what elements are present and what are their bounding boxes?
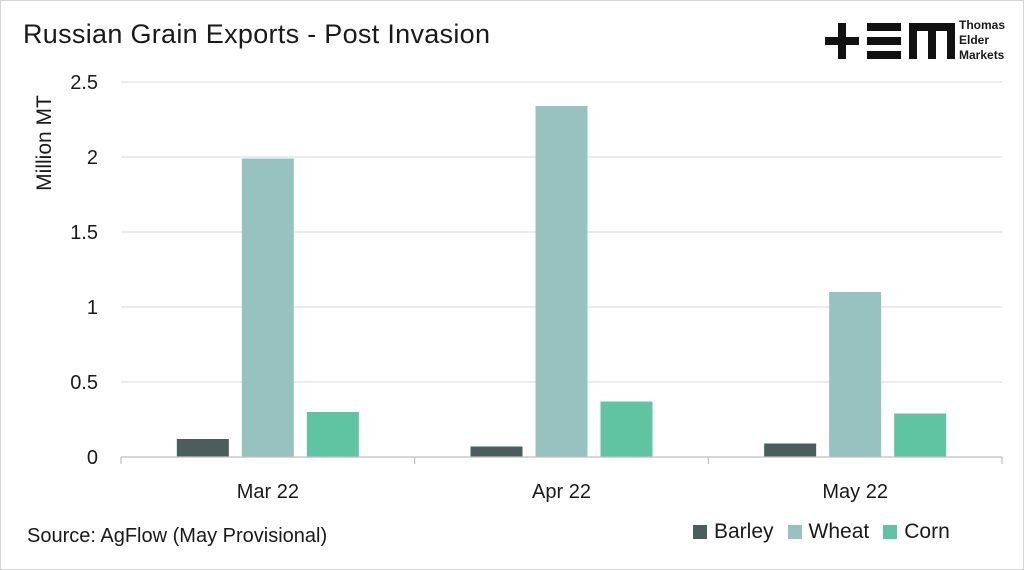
bar-corn (894, 413, 947, 457)
legend-swatch-wheat (787, 525, 802, 539)
logo-line: Elder (959, 33, 990, 47)
legend-label-corn: Corn (904, 520, 950, 543)
legend: Barley Wheat Corn (693, 520, 964, 544)
y-tick-label: 1 (87, 297, 98, 319)
bar-corn (306, 412, 359, 457)
bar-chart: 0 0.5 1 1.5 2 2.5 Mar 22 Apr 22 May 22 Million … (33, 72, 1003, 503)
bar-wheat (535, 106, 588, 457)
logo-line: Thomas (959, 18, 1006, 32)
legend-swatch-corn (883, 525, 898, 539)
y-tick-labels: 0 0.5 1 1.5 2 2.5 (70, 72, 98, 469)
legend-item-wheat: Wheat (787, 520, 870, 544)
legend-item-barley: Barley (693, 520, 774, 544)
y-tick-label: 2.5 (70, 72, 98, 94)
bar-wheat (241, 158, 294, 457)
source-note: Source: AgFlow (May Provisional) (27, 525, 328, 547)
x-axis: Mar 22 Apr 22 May 22 (120, 456, 1003, 503)
y-tick-label: 1.5 (70, 222, 98, 244)
bar-corn (600, 401, 653, 457)
bar-wheat (829, 292, 882, 457)
y-tick-label: 2 (87, 147, 98, 169)
legend-label-wheat: Wheat (808, 520, 870, 543)
bars (176, 106, 947, 457)
x-tick-label: May 22 (822, 481, 888, 503)
legend-swatch-barley (693, 525, 707, 539)
x-tick-label: Mar 22 (237, 481, 299, 503)
y-tick-label: 0.5 (70, 372, 98, 394)
bar-barley (764, 443, 817, 457)
bar-barley (470, 446, 523, 457)
y-tick-label: 0 (87, 447, 98, 469)
logo-wordmark: Thomas Elder Markets (959, 18, 1005, 63)
y-axis-label: Million MT (33, 95, 56, 191)
thomas-elder-markets-logo (825, 23, 955, 59)
legend-item-corn: Corn (883, 520, 950, 544)
x-tick-label: Apr 22 (532, 481, 591, 503)
chart-title: Russian Grain Exports - Post Invasion (23, 19, 491, 49)
legend-label-barley: Barley (714, 520, 774, 543)
logo-line: Markets (959, 48, 1005, 62)
bar-barley (176, 439, 229, 457)
